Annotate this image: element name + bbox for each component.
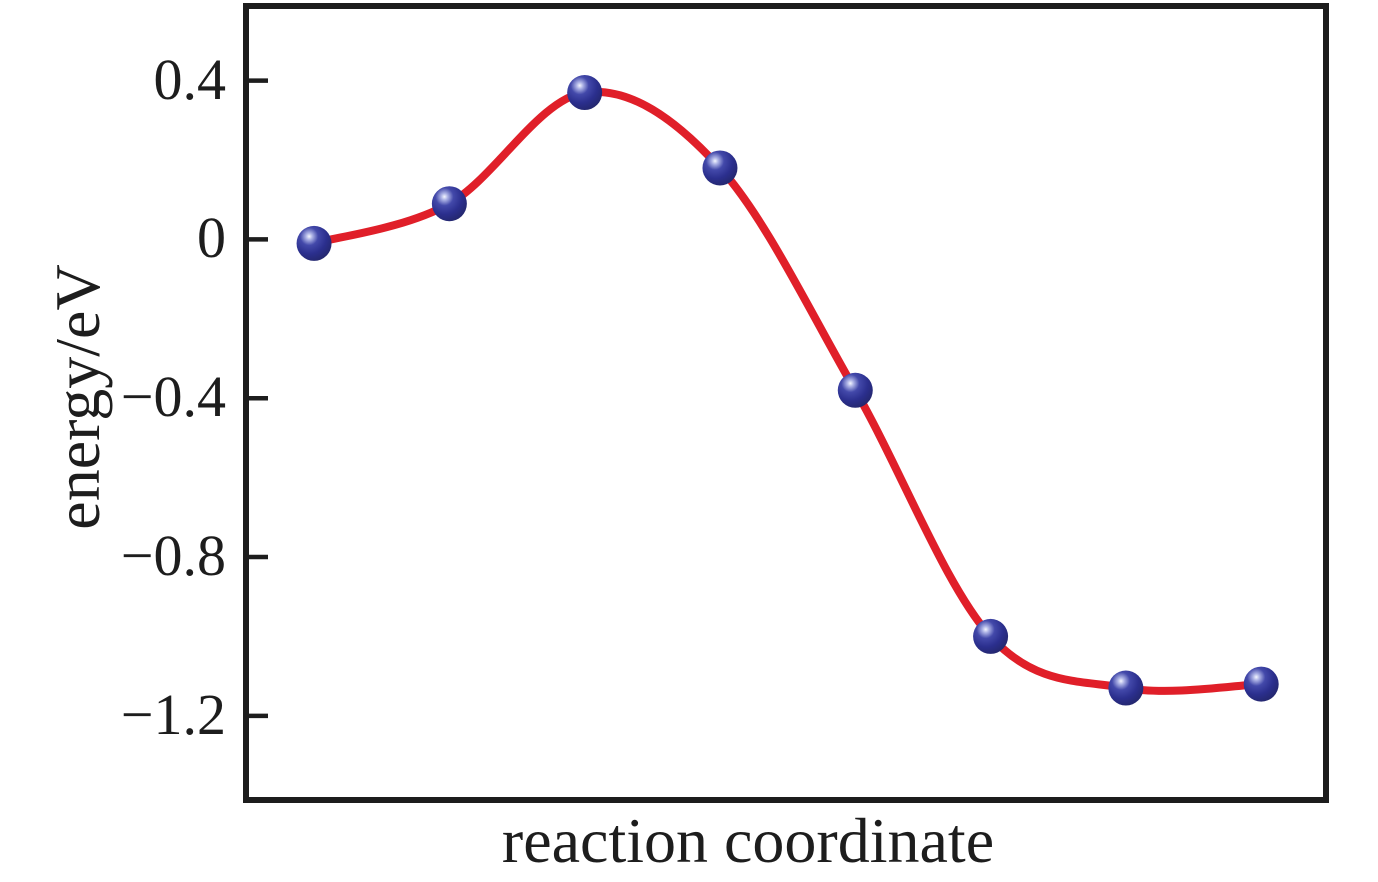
data-point <box>702 150 738 186</box>
y-tick-label: −0.8 <box>120 522 226 588</box>
y-axis-label: energy/eV <box>42 264 113 530</box>
data-point <box>296 225 332 261</box>
data-point <box>973 618 1009 654</box>
data-point <box>1108 670 1144 706</box>
plot-frame <box>243 3 1329 803</box>
y-tick-label: −0.4 <box>120 364 226 430</box>
data-point <box>837 372 873 408</box>
y-tick-label: 0 <box>197 205 226 271</box>
data-point <box>567 75 603 111</box>
data-point <box>431 186 467 222</box>
data-point <box>1243 666 1279 702</box>
y-tick-label: −1.2 <box>120 681 226 747</box>
x-axis-label: reaction coordinate <box>501 805 995 876</box>
y-tick-label: 0.4 <box>153 46 227 112</box>
energy-curve <box>310 87 1266 695</box>
